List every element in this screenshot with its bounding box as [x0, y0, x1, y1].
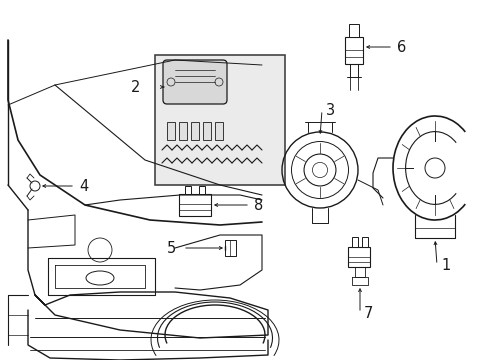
- Polygon shape: [179, 194, 210, 216]
- Polygon shape: [347, 247, 369, 267]
- Bar: [155, 55, 285, 185]
- Polygon shape: [345, 37, 362, 64]
- FancyBboxPatch shape: [163, 60, 226, 104]
- Text: 2: 2: [130, 80, 140, 95]
- Polygon shape: [224, 240, 236, 256]
- Text: 1: 1: [440, 257, 449, 273]
- Text: 8: 8: [253, 198, 263, 212]
- Text: 5: 5: [166, 240, 176, 256]
- Polygon shape: [351, 237, 357, 247]
- Polygon shape: [203, 122, 210, 140]
- Polygon shape: [179, 122, 186, 140]
- Text: 4: 4: [79, 179, 88, 194]
- Polygon shape: [348, 24, 358, 37]
- Text: 7: 7: [363, 306, 373, 320]
- Polygon shape: [215, 122, 223, 140]
- Polygon shape: [184, 186, 191, 194]
- Text: 3: 3: [325, 103, 334, 117]
- Polygon shape: [361, 237, 367, 247]
- Text: 6: 6: [396, 40, 406, 54]
- Polygon shape: [199, 186, 204, 194]
- Polygon shape: [191, 122, 199, 140]
- Polygon shape: [167, 122, 175, 140]
